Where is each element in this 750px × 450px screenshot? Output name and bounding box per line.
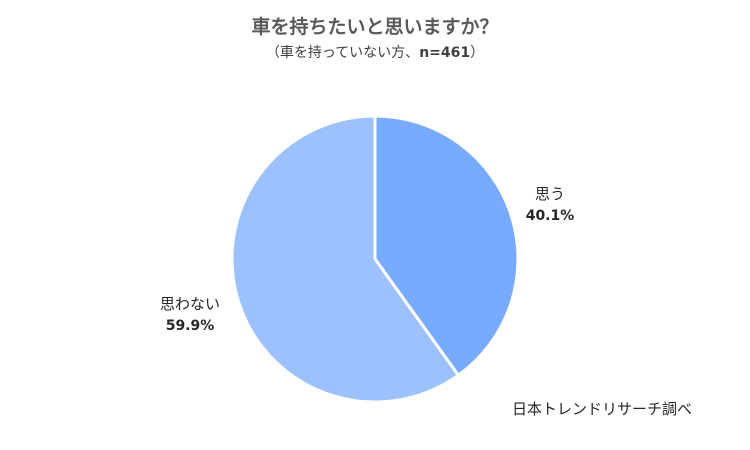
slice-percentage: 40.1% [525, 208, 575, 224]
subtitle-prefix: （車を持っていない方、 [265, 45, 420, 61]
source-note: 日本トレンドリサーチ調べ [512, 400, 693, 418]
subtitle-suffix: ） [470, 45, 485, 61]
slice-name: 思わない [159, 295, 220, 313]
pie-slice-0 [373, 114, 520, 377]
slice-percentage: 59.9% [165, 318, 215, 334]
slice-label-omou: 思う 40.1% [520, 183, 580, 224]
chart-title: 車を持ちたいと思いますか？ [251, 16, 499, 38]
pie-slice-1 [230, 114, 460, 404]
slice-label-omowanai: 思わない 59.9% [145, 293, 235, 334]
sample-size: n=461 [419, 45, 471, 61]
chart-subtitle: （車を持っていない方、n=461） [0, 42, 750, 62]
slice-name: 思う [534, 185, 565, 203]
